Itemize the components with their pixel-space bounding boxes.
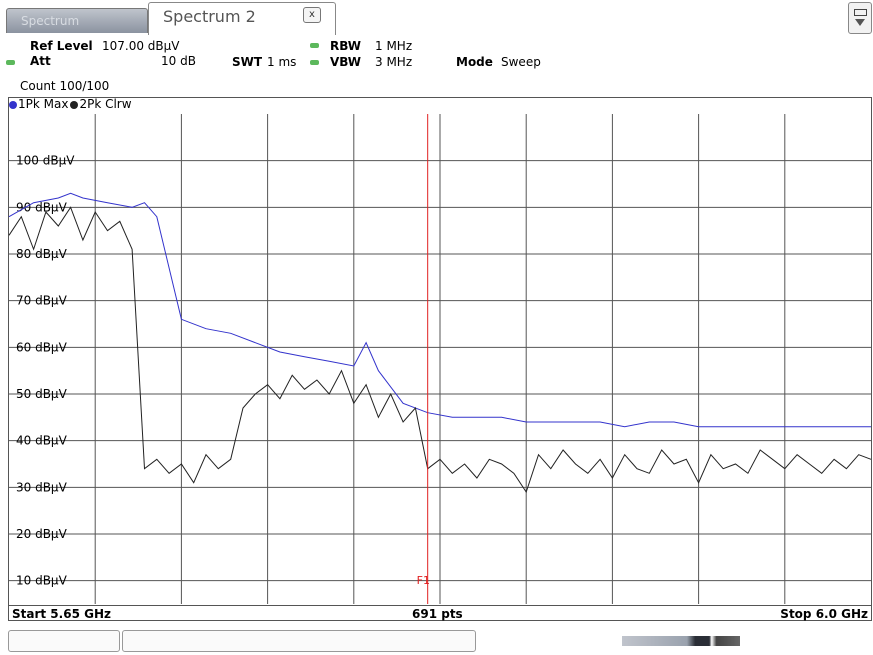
tab-bar: Spectrum Spectrum 2 x (0, 0, 873, 35)
tab-spectrum-label: Spectrum (21, 14, 80, 28)
tab-spectrum-2[interactable]: Spectrum 2 x (148, 2, 336, 35)
tab-spectrum-2-label: Spectrum 2 (163, 7, 256, 26)
vbw-label: VBW (330, 55, 362, 69)
status-bar (0, 627, 873, 655)
att-value: 10 dB (161, 54, 196, 68)
sweep-count: Count 100/100 (20, 79, 110, 93)
trace-2-dot-icon (70, 100, 79, 109)
att-indicator-icon (6, 60, 15, 65)
brand-logo-icon (622, 636, 740, 646)
measurement-settings: Ref Level 107.00 dBµV Att 10 dB SWT 1 ms… (0, 34, 873, 96)
rbw-value: 1 MHz (375, 39, 413, 53)
trace-2-label: 2Pk Clrw (79, 97, 132, 111)
mode-value: Sweep (501, 55, 541, 69)
trace-1-dot-icon (9, 100, 17, 109)
close-icon[interactable]: x (303, 7, 321, 23)
grid-menu-icon[interactable] (848, 2, 872, 34)
swt-label: SWT (232, 55, 263, 69)
ref-level-value: 107.00 dBµV (102, 39, 180, 53)
start-frequency: Start 5.65 GHz (12, 607, 111, 621)
plot-footer: Start 5.65 GHz 691 pts Stop 6.0 GHz (8, 605, 872, 623)
rbw-indicator-icon (310, 43, 319, 48)
tab-spectrum[interactable]: Spectrum (6, 8, 148, 33)
trace-legend: 1Pk Max 2Pk Clrw (9, 97, 132, 113)
att-label: Att (30, 54, 51, 68)
spectrum-plot-frame (8, 97, 872, 621)
vbw-indicator-icon (310, 60, 319, 65)
status-field-message[interactable] (122, 630, 476, 652)
sweep-points: 691 pts (412, 607, 463, 621)
ref-level-label: Ref Level (30, 39, 93, 53)
swt-value: 1 ms (267, 55, 297, 69)
stop-frequency: Stop 6.0 GHz (780, 607, 868, 621)
mode-label: Mode (456, 55, 493, 69)
trace-1-label: 1Pk Max (18, 97, 69, 111)
vbw-value: 3 MHz (375, 55, 413, 69)
rbw-label: RBW (330, 39, 361, 53)
status-field-left[interactable] (8, 630, 120, 652)
